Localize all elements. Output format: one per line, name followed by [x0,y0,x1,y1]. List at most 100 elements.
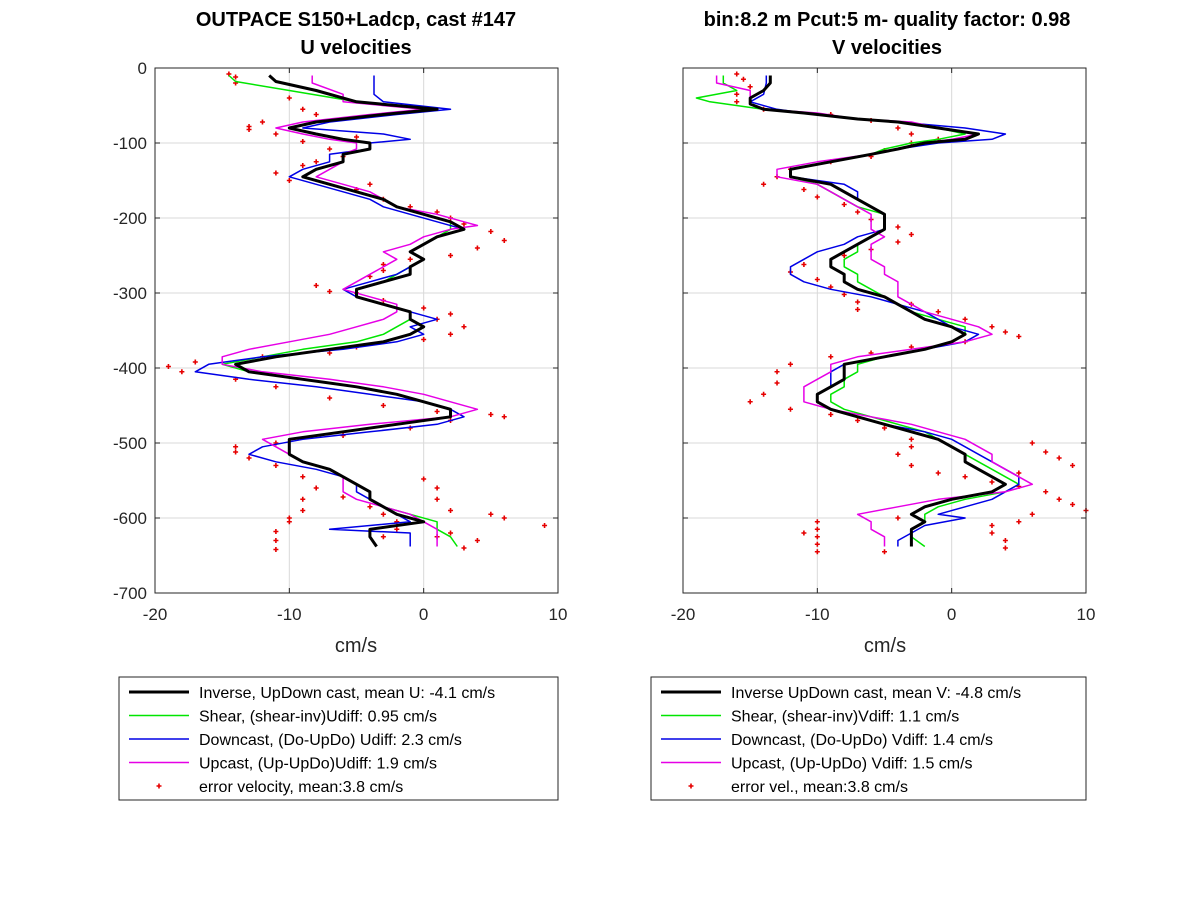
error-point [814,534,820,540]
error-point [394,526,400,532]
legend-label-2: Downcast, (Do-UpDo) Udiff: 2.3 cm/s [199,732,462,749]
error-point [192,359,198,365]
error-point [448,331,454,337]
error-point [787,406,793,412]
v-legend: Inverse UpDown cast, mean V: -4.8 cm/s Sh… [650,676,1087,801]
error-point [407,204,413,210]
legend-label-1: Shear, (shear-inv)Vdiff: 1.1 cm/s [731,709,959,726]
v-ticks: -20 -10 0 10 [671,67,1096,624]
error-point [434,496,440,502]
error-point [908,131,914,137]
error-point [895,239,901,245]
error-point [421,337,427,342]
u-x-axis-label: cm/s [335,635,377,657]
error-point [273,384,279,390]
legend-label-4: error velocity, mean:3.8 cm/s [199,779,403,796]
error-point [273,547,279,552]
y-tick-label: -600 [113,509,147,528]
y-tick-label: 0 [138,59,147,78]
error-point [814,519,820,525]
legend-label-2: Downcast, (Do-UpDo) Vdiff: 1.4 cm/s [731,732,993,749]
error-point [895,515,901,521]
y-tick-label: -700 [113,584,147,603]
error-point [1043,489,1049,495]
error-point [273,529,279,534]
error-point [488,412,494,417]
error-point [1016,334,1022,339]
error-point [1070,502,1076,507]
error-point [855,299,861,305]
v-axes-box [682,67,1087,594]
y-tick-label: -500 [113,434,147,453]
error-point [882,425,887,431]
u-legend-box [118,676,559,801]
error-point [761,391,767,397]
error-point [273,463,279,468]
error-point [774,369,780,375]
u-axes-box [154,67,559,594]
error-point [273,538,279,543]
y-tick-label: -100 [113,134,147,153]
x-tick-label: 10 [1077,605,1096,624]
error-point [801,530,807,536]
error-point [841,202,847,207]
x-tick-label: -10 [277,605,302,624]
error-point [908,232,914,237]
error-point [747,84,753,90]
error-point [461,324,467,330]
error-point [474,538,480,543]
error-point [300,163,306,168]
error-point [380,268,386,273]
error-point [801,187,807,192]
error-point [908,436,914,442]
error-point [488,229,494,234]
error-point [300,508,306,513]
error-point [855,418,861,423]
error-point [367,504,373,510]
x-tick-label: 10 [549,605,568,624]
error-point [841,253,847,258]
u-panel-subtitle: U velocities [300,37,411,59]
error-point [474,245,480,251]
u-panel-title: OUTPACE S150+Ladcp, cast #147 [196,9,516,31]
error-point [962,316,968,322]
error-point [340,494,346,500]
error-point [895,451,901,457]
error-point [774,380,780,386]
error-point [327,395,333,401]
error-point [989,530,995,536]
error-point [273,170,279,176]
v-plot-lines [695,71,1089,555]
error-point [935,309,941,315]
error-point [501,238,507,243]
x-tick-label: 0 [947,605,956,624]
u-plot-area [155,68,558,593]
error-point [908,463,914,468]
v-legend-box [650,676,1087,801]
error-point [434,409,440,414]
error-point [1016,519,1022,525]
error-point [448,530,454,536]
error-point [1070,463,1076,468]
error-point [501,414,507,420]
v-plot-area [683,68,1086,593]
error-point [501,515,507,521]
v-velocity-panel: bin:8.2 m Pcut:5 m- quality factor: 0.98… [671,9,1096,657]
error-point [787,361,793,367]
error-point [300,496,306,502]
y-tick-label: -300 [113,284,147,303]
error-point [814,194,820,200]
error-point [895,125,901,131]
y-tick-label: -400 [113,359,147,378]
error-point [300,139,306,144]
legend-label-3: Upcast, (Up-UpDo)Udiff: 1.9 cm/s [199,756,437,773]
error-point [421,476,427,482]
error-point [801,262,807,267]
error-point [814,549,820,555]
error-point [233,74,239,80]
error-point [286,95,292,101]
legend-swatch-error [156,783,162,789]
legend-label-0: Inverse UpDown cast, mean V: -4.8 cm/s [731,685,1021,702]
error-point [448,311,454,317]
